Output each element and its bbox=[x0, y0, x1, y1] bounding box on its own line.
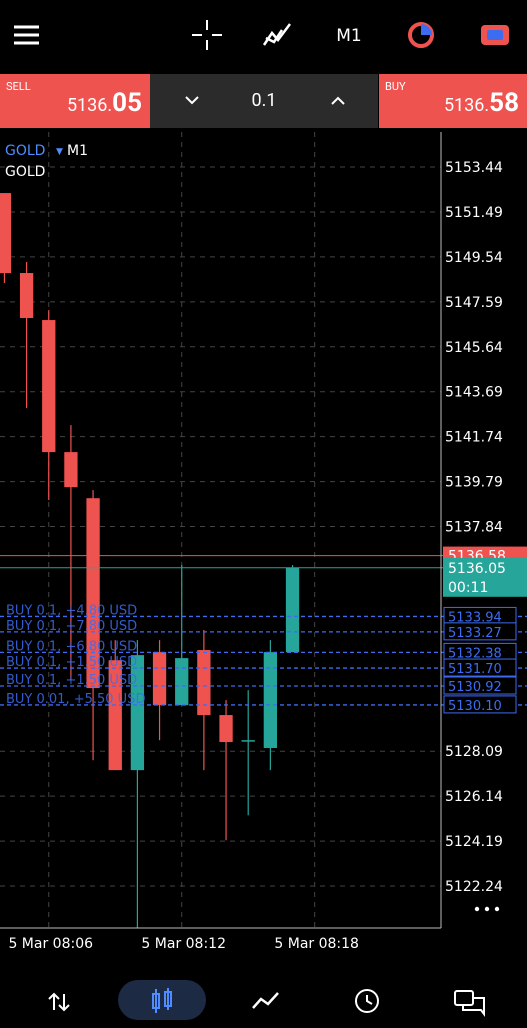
top-toolbar: M1 bbox=[0, 0, 527, 70]
bid-timer: 00:11 bbox=[448, 580, 488, 596]
price-small: 5136. bbox=[66, 95, 113, 116]
price-large: 58 bbox=[489, 88, 519, 118]
order-price-label: 5133.27 bbox=[448, 626, 502, 641]
chart-timeframe: M1 bbox=[67, 143, 88, 159]
chart: 5153.44 5151.49 5149.54 5147.59 5145.64 5143.… bbox=[0, 132, 527, 952]
y-tick-label: 5153.44 bbox=[445, 160, 503, 176]
candle-body bbox=[64, 452, 78, 488]
y-tick-label: 5126.14 bbox=[445, 789, 503, 805]
order-label: BUY 0.1, +6.80 USD bbox=[6, 639, 137, 654]
buy-button[interactable]: BUY 5136.58 bbox=[379, 74, 527, 128]
volume-arrows bbox=[185, 96, 345, 105]
order-price-box bbox=[443, 695, 517, 714]
order-label: BUY 0.1, +4.80 USD bbox=[6, 603, 137, 618]
increase-button[interactable] bbox=[331, 96, 345, 105]
order-price-label: 5133.94 bbox=[448, 610, 502, 625]
more-button[interactable] bbox=[474, 906, 500, 912]
order-price-label: 5130.10 bbox=[448, 699, 502, 714]
objects-button[interactable] bbox=[408, 22, 434, 48]
trade-panel: SELL 5136.05 0.1 BUY 5136.58 bbox=[0, 74, 527, 128]
y-tick-label: 5128.09 bbox=[445, 744, 503, 760]
order-price-box bbox=[443, 676, 517, 695]
y-tick-label: 5145.64 bbox=[445, 340, 503, 356]
crosshair-button[interactable] bbox=[192, 20, 222, 50]
candle-body bbox=[42, 320, 56, 453]
marks-layer bbox=[0, 193, 300, 929]
menu-button[interactable] bbox=[14, 25, 39, 45]
chart-symbol[interactable]: GOLD bbox=[5, 143, 45, 159]
candle-body bbox=[0, 193, 12, 274]
candle-body bbox=[285, 568, 300, 653]
indicators-button[interactable] bbox=[262, 23, 291, 46]
order-price-label: 5132.38 bbox=[448, 646, 502, 661]
bid-box bbox=[443, 557, 527, 597]
order-price-label: 5130.92 bbox=[448, 680, 502, 695]
history-tab[interactable] bbox=[355, 989, 379, 1013]
quotes-tab[interactable] bbox=[48, 992, 70, 1012]
candle-body bbox=[130, 655, 145, 771]
bottom-nav bbox=[0, 972, 527, 1024]
candle-body bbox=[241, 740, 255, 742]
x-tick-label: 5 Mar 08:18 bbox=[274, 936, 359, 952]
y-tick-label: 5149.54 bbox=[445, 250, 503, 266]
y-tick-label: 5151.49 bbox=[445, 205, 503, 221]
bid-label: 5136.05 bbox=[448, 561, 506, 577]
y-tick-label: 5141.74 bbox=[445, 430, 503, 446]
sell-label: SELL bbox=[6, 80, 31, 93]
volume-control: 0.1 bbox=[150, 74, 378, 128]
candle-body bbox=[219, 715, 233, 743]
y-tick-label: 5139.79 bbox=[445, 475, 503, 491]
candle-body bbox=[175, 658, 189, 706]
order-label: BUY 0.01, +5.50 USD bbox=[6, 692, 145, 707]
order-price-box bbox=[443, 658, 517, 677]
chart-description: GOLD bbox=[5, 164, 45, 180]
candle-body bbox=[19, 273, 34, 318]
y-tick-label: 5124.19 bbox=[445, 834, 503, 850]
symbol-dropdown[interactable]: ▼ bbox=[56, 147, 63, 157]
candle-body bbox=[263, 652, 278, 749]
overlay-layer: BUY 0.1, +4.80 USD 5133.94 BUY 0.1, +7.80 … bbox=[0, 546, 527, 714]
trade-button[interactable] bbox=[481, 25, 509, 45]
y-tick-label: 5143.69 bbox=[445, 385, 503, 401]
buy-label: BUY bbox=[385, 80, 406, 93]
grid-layer: 5153.44 5151.49 5149.54 5147.59 5145.64 5143.… bbox=[0, 132, 503, 952]
messages-tab[interactable] bbox=[454, 990, 485, 1017]
order-label: BUY 0.1, +7.80 USD bbox=[6, 619, 137, 634]
volume-value[interactable]: 0.1 bbox=[251, 90, 277, 111]
x-tick-label: 5 Mar 08:12 bbox=[141, 936, 226, 952]
x-tick-label: 5 Mar 08:06 bbox=[8, 936, 93, 952]
y-tick-label: 5122.24 bbox=[445, 879, 503, 895]
y-tick-label: 5147.59 bbox=[445, 295, 503, 311]
buy-price: 5136.58 bbox=[444, 88, 519, 118]
y-tick-label: 5137.84 bbox=[445, 520, 503, 536]
candle-body bbox=[197, 650, 211, 716]
sell-button[interactable]: SELL 5136.05 bbox=[0, 74, 150, 128]
order-price-box bbox=[443, 622, 517, 641]
chart-tab-highlight[interactable] bbox=[118, 980, 206, 1020]
decrease-button[interactable] bbox=[185, 96, 199, 105]
candle-body bbox=[108, 660, 122, 771]
candle-body bbox=[86, 498, 100, 689]
timeframe-button[interactable]: M1 bbox=[336, 26, 361, 46]
trade-tab[interactable] bbox=[252, 992, 279, 1009]
candle-body bbox=[152, 652, 167, 706]
order-price-label: 5131.70 bbox=[448, 662, 502, 677]
price-large: 05 bbox=[112, 88, 142, 118]
toolbar-icons: M1 bbox=[14, 20, 509, 50]
order-label: BUY 0.1, +1.50 USD bbox=[6, 655, 137, 670]
order-label: BUY 0.1, +1.50 USD bbox=[6, 673, 137, 688]
chart-tab[interactable] bbox=[152, 988, 172, 1013]
price-small: 5136. bbox=[443, 95, 490, 116]
nav-icons bbox=[48, 980, 485, 1020]
sell-price: 5136.05 bbox=[67, 88, 142, 118]
